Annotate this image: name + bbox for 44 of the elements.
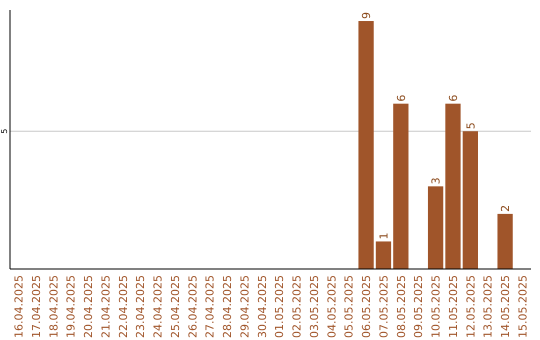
x-tick-label: 28.04.2025 — [221, 275, 234, 338]
data-label: 1 — [377, 232, 390, 240]
bar — [428, 186, 444, 269]
x-tick-label: 19.04.2025 — [64, 275, 78, 338]
x-tick-label: 02.05.2025 — [290, 275, 304, 338]
x-tick-label: 09.05.2025 — [412, 275, 426, 338]
x-tick-label: 16.04.2025 — [12, 275, 26, 338]
x-tick-label: 04.05.2025 — [325, 275, 338, 338]
bar — [358, 21, 374, 269]
x-tick-label: 14.05.2025 — [499, 275, 512, 338]
x-tick-label: 20.04.2025 — [82, 275, 96, 338]
x-tick-label: 29.04.2025 — [238, 275, 252, 338]
bar — [393, 104, 408, 269]
data-label: 9 — [360, 12, 374, 20]
bar — [462, 131, 478, 269]
data-label: 2 — [499, 204, 512, 212]
data-label: 3 — [430, 177, 443, 184]
x-tick-label: 06.05.2025 — [360, 275, 374, 338]
bar — [445, 104, 461, 269]
data-label: 6 — [446, 94, 460, 102]
bar — [376, 241, 392, 269]
x-tick-label: 11.05.2025 — [446, 275, 460, 338]
x-tick-label: 25.04.2025 — [168, 275, 182, 338]
data-label: 5 — [464, 122, 478, 130]
data-label: 6 — [394, 94, 408, 102]
bar — [497, 214, 513, 269]
x-tick-label: 26.04.2025 — [186, 275, 200, 338]
x-tick-label: 21.04.2025 — [99, 275, 112, 338]
x-tick-label: 08.05.2025 — [394, 275, 408, 338]
x-tick-label: 03.05.2025 — [308, 275, 321, 338]
x-tick-label: 07.05.2025 — [377, 275, 390, 338]
x-tick-label: 13.05.2025 — [482, 275, 495, 338]
x-tick-label: 10.05.2025 — [430, 275, 443, 338]
x-tick-label: 01.05.2025 — [273, 275, 286, 338]
x-tick-label: 15.05.2025 — [516, 275, 530, 338]
x-tick-label: 17.04.2025 — [30, 275, 43, 338]
x-tick-label: 12.05.2025 — [464, 275, 478, 338]
x-tick-label: 24.04.2025 — [152, 275, 165, 338]
x-tick-label: 27.04.2025 — [204, 275, 217, 338]
x-tick-label: 22.04.2025 — [116, 275, 130, 338]
x-tick-label: 18.04.2025 — [47, 275, 60, 338]
x-tick-label: 23.04.2025 — [134, 275, 148, 338]
x-tick-label: 30.04.2025 — [256, 275, 269, 338]
x-tick-label: 05.05.2025 — [342, 275, 356, 338]
